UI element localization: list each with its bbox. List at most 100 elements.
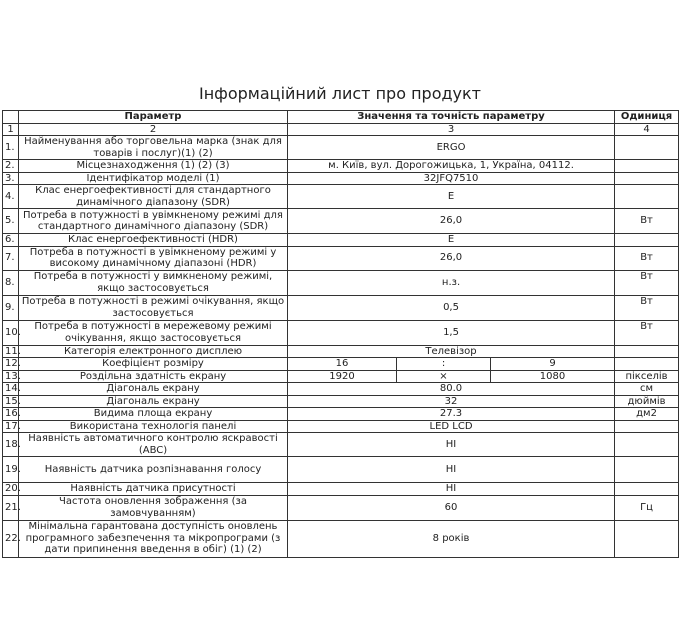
table-row: 6. Клас енергоефективності (HDR) E: [2, 233, 680, 247]
row-unit: Вт: [614, 208, 680, 234]
row-value: 27.3: [286, 407, 616, 421]
row-parameter: Коефіцієнт розміру: [18, 357, 288, 371]
table-row: 15. Діагональ екрану 32 дюймів: [2, 394, 680, 408]
row-value: 60: [286, 494, 616, 521]
row-parameter: Видима площа екрану: [18, 407, 288, 421]
row-value-separator: :: [396, 357, 491, 371]
table-row: 9. Потреба в потужності в режимі очікуван…: [2, 294, 680, 321]
row-number: 18.: [2, 432, 21, 457]
row-unit: [614, 419, 680, 433]
row-number: 2.: [2, 159, 19, 173]
header-value: Значення та точність параметру: [286, 110, 616, 124]
row-value: Телевізор: [286, 344, 616, 358]
row-number: 11.: [2, 344, 21, 358]
table-row: 10. Потреба в потужності в мережевому реж…: [2, 319, 680, 346]
index-unit: 4: [614, 122, 680, 136]
row-unit: Вт: [614, 269, 680, 296]
row-unit: дюймів: [614, 394, 680, 408]
index-value: 3: [286, 122, 616, 136]
row-parameter: Діагональ екрану: [18, 382, 288, 396]
row-number: 16.: [2, 407, 21, 421]
row-value: E: [286, 233, 616, 247]
row-value: LED LCD: [286, 419, 616, 433]
page-title: Інформаційний лист про продукт: [199, 84, 481, 103]
row-parameter: Категорія електронного дисплею: [18, 344, 288, 358]
table-row: 1. Найменування або торговельна марка (зн…: [2, 135, 680, 160]
row-unit: [614, 432, 680, 457]
row-parameter: Потреба в потужності в мережевому режимі…: [18, 319, 288, 346]
table-row: 17. Використана технологія панелі LED LCD: [2, 419, 680, 433]
row-value: НІ: [286, 482, 616, 496]
row-parameter: Наявність датчика розпізнавання голосу: [18, 456, 288, 483]
table-row: 22. Мінімальна гарантована доступність он…: [2, 519, 680, 558]
row-number: 22.: [2, 519, 21, 558]
row-value: E: [286, 184, 616, 209]
row-value: 0,5: [286, 294, 616, 321]
row-number: 17.: [2, 419, 21, 433]
row-parameter: Роздільна здатність екрану: [18, 369, 288, 383]
row-parameter: Потреба в потужності в режимі очікування…: [18, 294, 288, 321]
table-row: 3. Ідентифікатор моделі (1) 32JFQ7510: [2, 171, 680, 185]
row-number: 21.: [2, 494, 21, 521]
row-value: НІ: [286, 456, 616, 483]
row-parameter: Наявність автоматичного контролю яскраво…: [18, 432, 288, 457]
row-parameter: Найменування або торговельна марка (знак…: [18, 135, 288, 160]
row-unit: [614, 171, 680, 185]
table-row: 18. Наявність автоматичного контролю яскр…: [2, 432, 680, 457]
index-param: 2: [18, 122, 288, 136]
table-row: 4. Клас енергоефективності для стандартно…: [2, 184, 680, 209]
row-parameter: Ідентифікатор моделі (1): [18, 171, 288, 185]
row-unit: Вт: [614, 245, 680, 271]
row-unit: [614, 344, 680, 358]
row-unit: [614, 482, 680, 496]
table-row: 21. Частота оновлення зображення (за замо…: [2, 494, 680, 521]
table-row: 11. Категорія електронного дисплею Телевіз…: [2, 344, 680, 358]
table-row: 12. Коефіцієнт розміру 16:9: [2, 357, 680, 371]
row-value-1: 1920: [287, 369, 397, 383]
row-parameter: Мінімальна гарантована доступність оновл…: [18, 519, 288, 558]
row-parameter: Клас енергоефективності (HDR): [18, 233, 288, 247]
row-number: 1.: [2, 135, 19, 160]
product-info-table: Параметр Значення та точність параметру …: [2, 110, 680, 558]
table-row: 19. Наявність датчика розпізнавання голос…: [2, 456, 680, 483]
row-value-2: 9: [489, 357, 616, 371]
row-unit: Вт: [614, 294, 680, 321]
header-number: [2, 110, 19, 124]
row-number: 14.: [2, 382, 21, 396]
row-unit: см: [614, 382, 680, 396]
header-param: Параметр: [18, 110, 288, 124]
row-parameter: Діагональ екрану: [18, 394, 288, 408]
row-parameter: Клас енергоефективності для стандартного…: [18, 184, 288, 209]
table-row: 20. Наявність датчика присутності НІ: [2, 482, 680, 496]
index-n: 1: [2, 122, 19, 136]
row-number: 13.: [2, 369, 21, 383]
row-unit: [614, 184, 680, 209]
row-number: 8.: [2, 269, 19, 296]
table-row: 16. Видима площа екрану 27.3 дм2: [2, 407, 680, 421]
row-value: 1,5: [286, 319, 616, 346]
row-number: 12.: [2, 357, 21, 371]
table-row: 2. Місцезнаходження (1) (2) (3) м. Київ, в…: [2, 159, 680, 173]
table-row: 8. Потреба в потужності у вимкненому режи…: [2, 269, 680, 296]
row-unit: Гц: [614, 494, 680, 521]
row-parameter: Потреба в потужності в увімкненому режим…: [18, 245, 288, 271]
row-parameter: Потреба в потужності в увімкненому режим…: [18, 208, 288, 234]
row-value-1: 16: [287, 357, 397, 371]
row-number: 10.: [2, 319, 21, 346]
row-number: 5.: [2, 208, 19, 234]
row-parameter: Місцезнаходження (1) (2) (3): [18, 159, 288, 173]
row-unit: пікселів: [614, 369, 680, 383]
table-row: 7. Потреба в потужності в увімкненому реж…: [2, 245, 680, 271]
index-row: 1 2 3 4: [2, 122, 680, 136]
row-parameter: Частота оновлення зображення (за замовчу…: [18, 494, 288, 521]
row-parameter: Потреба в потужності у вимкненому режимі…: [18, 269, 288, 296]
row-value: н.з.: [286, 269, 616, 296]
row-parameter: Наявність датчика присутності: [18, 482, 288, 496]
row-value: 26,0: [286, 208, 616, 234]
row-unit: дм2: [614, 407, 680, 421]
header-unit: Одиниця: [614, 110, 680, 124]
row-value: ERGO: [286, 135, 616, 160]
row-number: 19.: [2, 456, 21, 483]
row-unit: Вт: [614, 319, 680, 346]
row-unit: [614, 233, 680, 247]
